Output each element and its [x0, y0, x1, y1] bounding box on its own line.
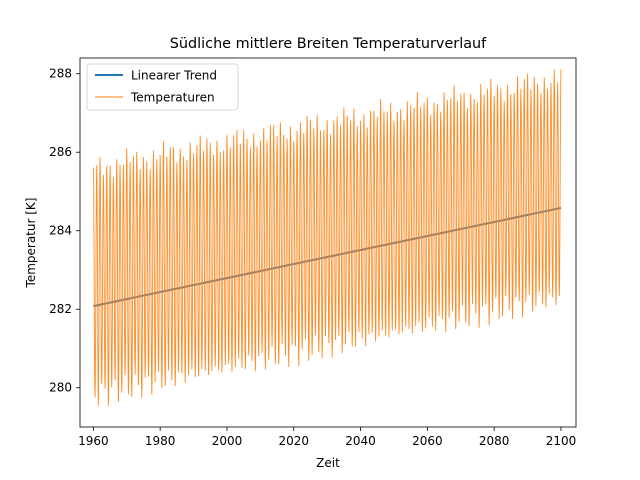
- x-axis: 1960 1980 2000 2020 2040 2060 2080 2100: [78, 427, 576, 448]
- x-tick-label-1980: 1980: [145, 434, 176, 448]
- x-tick-label-2000: 2000: [212, 434, 243, 448]
- plot-area: [79, 57, 577, 428]
- x-tick-label-2060: 2060: [412, 434, 443, 448]
- x-tick-label-2040: 2040: [345, 434, 376, 448]
- series-line-linearer-trend-overlay: [93, 206, 562, 308]
- x-tick-label-1960: 1960: [78, 434, 109, 448]
- legend: Linearer Trend Temperaturen: [86, 63, 239, 111]
- y-tick-label-286: 286: [49, 145, 72, 159]
- y-tick-label-284: 284: [49, 224, 72, 238]
- x-axis-label: Zeit: [316, 456, 340, 470]
- legend-box: [86, 63, 239, 111]
- y-axis: 280 282 284 286 288: [49, 67, 80, 395]
- y-tick-label-288: 288: [49, 67, 72, 81]
- x-tick-label-2080: 2080: [479, 434, 510, 448]
- series-line-temperaturen: [92, 69, 562, 406]
- plot-frame: [79, 57, 577, 428]
- chart-title: Südliche mittlere Breiten Temperaturverl…: [170, 36, 487, 52]
- y-tick-label-282: 282: [49, 302, 72, 316]
- y-tick-label-280: 280: [49, 381, 72, 395]
- y-axis-label: Temperatur [K]: [24, 198, 38, 289]
- legend-label-temperatures: Temperaturen: [130, 91, 215, 105]
- x-tick-label-2020: 2020: [278, 434, 309, 448]
- legend-label-trend: Linearer Trend: [131, 69, 217, 83]
- x-tick-label-2100: 2100: [546, 434, 577, 448]
